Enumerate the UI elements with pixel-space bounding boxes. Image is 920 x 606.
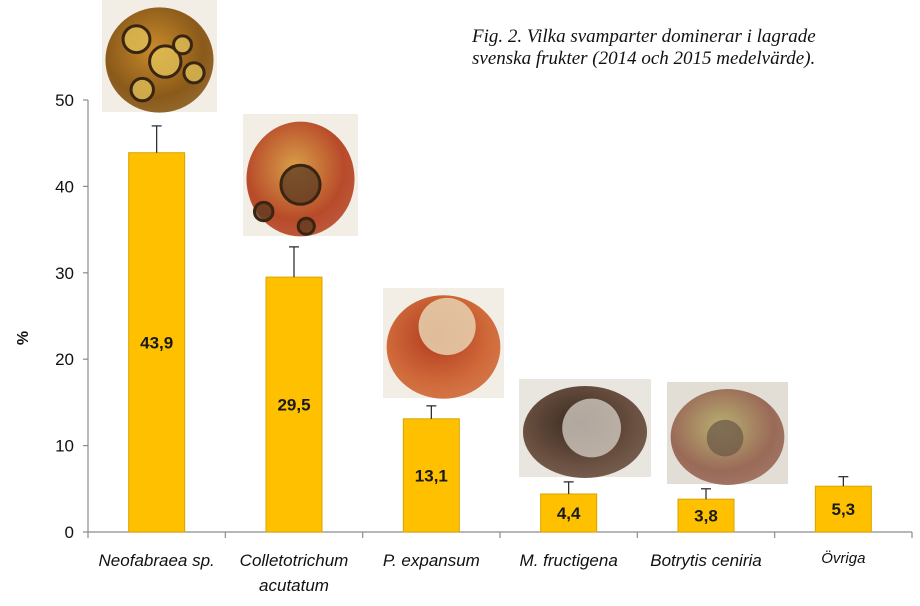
category-label: acutatum: [259, 576, 329, 595]
apple-photo: [519, 379, 651, 479]
chart-title: Fig. 2. Vilka svamparter dominerar i lag…: [472, 26, 912, 70]
bars-layer: [128, 125, 872, 533]
lesion-spot: [296, 216, 316, 236]
y-tick-label: 0: [65, 523, 74, 542]
bar: [128, 152, 186, 533]
lesion-spot: [121, 24, 152, 55]
lesion-spot: [562, 398, 621, 458]
category-label: Övriga: [821, 549, 865, 567]
apple-photo: [102, 0, 217, 113]
y-tick-label: 10: [55, 437, 74, 456]
chart-title-line-1: Fig. 2. Vilka svamparter dominerar i lag…: [472, 26, 816, 47]
lesion-spot: [279, 163, 322, 206]
data-label: 29,5: [277, 396, 310, 415]
apple-photo: [243, 114, 358, 237]
data-label: 4,4: [557, 504, 581, 523]
data-label: 13,1: [415, 466, 448, 485]
lesion-spot: [129, 76, 155, 103]
lesion-spot: [706, 419, 744, 457]
category-label: Botrytis ceniria: [650, 551, 761, 570]
y-tick-label: 20: [55, 350, 74, 369]
y-tick-label: 30: [55, 264, 74, 283]
lesion-spot: [182, 61, 206, 85]
bar: [265, 276, 323, 533]
lesion-spot: [418, 297, 476, 356]
lesion-spot: [172, 34, 193, 56]
category-label: M. fructigena: [520, 551, 618, 570]
labels-layer: 43,9 Neofabraea sp. 29,5 Colletotrichum acut…: [99, 333, 866, 595]
chart-title-line-2: svenska frukter (2014 och 2015 medelvärd…: [472, 48, 816, 69]
bar: [677, 498, 735, 533]
category-label: Neofabraea sp.: [99, 551, 215, 570]
lesion-spot: [253, 200, 275, 223]
lesion-spot: [148, 44, 183, 79]
data-label: 43,9: [140, 333, 173, 352]
apple-photo: [667, 382, 788, 485]
y-axis-label: %: [15, 331, 32, 345]
bar: [402, 418, 460, 533]
bar: [540, 493, 598, 533]
y-tick-label: 40: [55, 177, 74, 196]
category-label: P. expansum: [383, 551, 480, 570]
category-label: Colletotrichum: [240, 551, 349, 570]
axes-layer: 0 10 20 30 40 50: [55, 91, 913, 542]
data-label: 3,8: [694, 507, 718, 526]
y-tick-label: 50: [55, 91, 74, 110]
photos-layer: [102, 0, 788, 485]
apple-photo: [383, 288, 504, 399]
data-label: 5,3: [832, 500, 856, 519]
